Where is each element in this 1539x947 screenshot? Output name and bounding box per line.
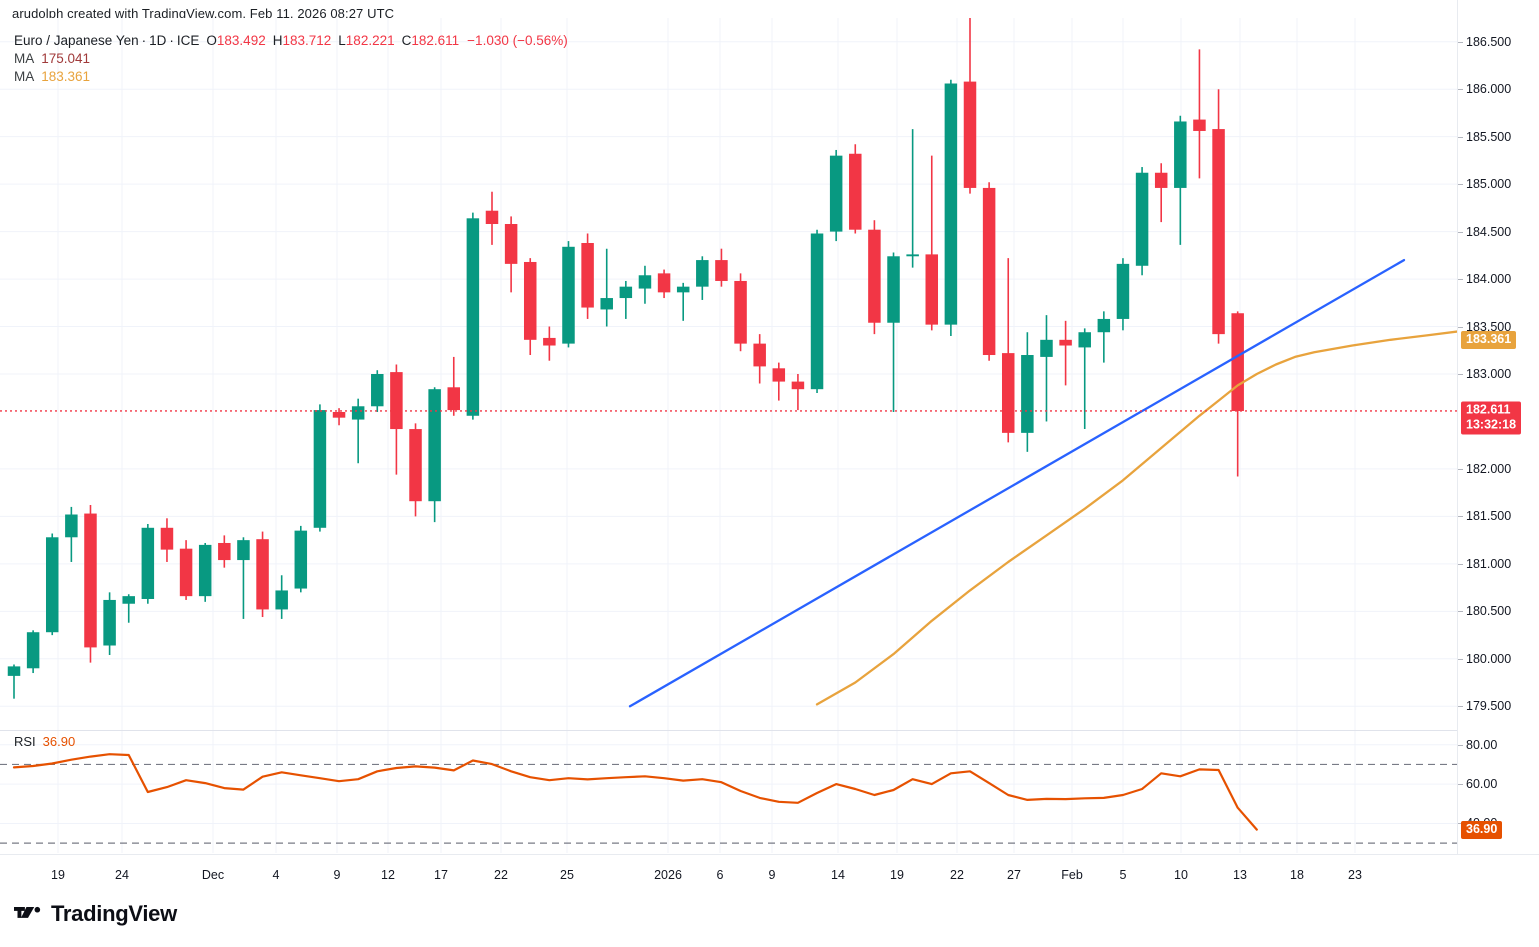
price-scale-tick: 184.500 [1458,225,1511,239]
chart-legend: Euro / Japanese Yen · 1D · ICE O183.492 … [14,32,568,85]
last-price-value: 182.611 [1466,402,1511,417]
price-scale-tick: 184.000 [1458,272,1511,286]
rsi-tick-dash [1458,744,1463,746]
legend-symbol-row: Euro / Japanese Yen · 1D · ICE O183.492 … [14,32,568,49]
rsi-scale-tick: 80.00 [1458,738,1497,752]
time-axis-tick: 24 [115,868,129,882]
price-scale-tick: 186.000 [1458,82,1511,96]
price-scale-tick: 180.500 [1458,604,1511,618]
rsi-chart-pane[interactable] [0,731,1458,853]
legend-interval[interactable]: 1D [149,33,167,48]
price-tick-dash [1458,231,1463,233]
time-axis-tick: 10 [1174,868,1188,882]
rsi-scale-tick: 60.00 [1458,777,1497,791]
legend-sep-1: · [141,33,147,48]
legend-ma2-row: MA 183.361 [14,68,568,85]
last-price-countdown: 13:32:18 [1466,417,1517,432]
price-tick-dash [1458,279,1463,281]
price-tick-dash [1458,658,1463,660]
tradingview-logo-icon [14,906,41,918]
attribution-text: arudolph created with TradingView.com, F… [12,6,395,21]
legend-high: H183.712 [272,33,332,48]
price-tick-dash [1458,374,1463,375]
legend-sep-2: · [169,33,174,48]
legend-ma2-label: MA [14,69,35,84]
price-tick-dash [1458,184,1463,186]
price-scale-tick: 183.000 [1458,367,1511,381]
rsi-legend: RSI 36.90 [14,734,75,749]
price-scale-tick: 186.500 [1458,35,1511,49]
time-axis-tick: 13 [1233,868,1247,882]
time-axis-tick: 23 [1348,868,1362,882]
legend-ma1-label: MA [14,51,35,66]
price-scale-tick: 181.000 [1458,557,1511,571]
price-scale-tick: 185.500 [1458,130,1511,144]
time-axis-tick: 5 [1119,868,1127,882]
time-axis-tick: 14 [831,868,845,882]
rsi-value-badge: 36.90 [1461,820,1503,839]
price-scale[interactable]: 186.500 186.000 185.500 185.000 184.500 184.0… [1457,0,1539,893]
price-tick-dash [1458,41,1463,43]
rsi-chart-svg[interactable] [0,731,1458,853]
price-scale-tick: 182.000 [1458,462,1511,476]
time-axis-tick: 2026 [654,868,682,882]
time-axis-tick: 22 [950,868,964,882]
time-axis-tick: 9 [333,868,341,882]
time-axis-tick: 9 [768,868,776,882]
price-scale-tick: 181.500 [1458,509,1511,523]
tradingview-footer: TradingView [14,901,177,927]
price-tick-dash [1458,563,1463,565]
time-axis-tick: 22 [494,868,508,882]
time-axis-tick: 18 [1290,868,1304,882]
time-axis-tick: 19 [51,868,65,882]
legend-low: L182.221 [338,33,395,48]
price-tick-dash [1458,468,1463,470]
time-axis-tick: 4 [272,868,280,882]
legend-ma1-row: MA 175.041 [14,50,568,67]
rsi-tick-dash [1458,784,1463,786]
price-tick-dash [1458,136,1463,138]
legend-close: C182.611 [401,33,460,48]
tradingview-wordmark: TradingView [51,901,177,926]
rsi-legend-value: 36.90 [42,734,76,749]
time-axis[interactable]: 19 24 Dec 4 9 12 17 22 25 2026 6 9 14 19 22 27 Feb 5 10 13 1… [0,854,1539,893]
price-tick-dash [1458,611,1463,613]
legend-exchange: ICE [176,33,200,48]
legend-open: O183.492 [206,33,266,48]
price-chart-pane[interactable] [0,18,1458,730]
price-chart-svg[interactable] [0,18,1458,730]
time-axis-tick: 27 [1007,868,1021,882]
pane-divider [0,730,1539,731]
price-tick-dash [1458,89,1463,91]
price-scale-tick: 185.000 [1458,177,1511,191]
time-axis-tick: 12 [381,868,395,882]
price-tick-dash [1458,516,1463,518]
price-tick-dash [1458,706,1463,708]
price-tick-dash [1458,326,1463,328]
legend-ma2-value: 183.361 [41,69,91,84]
legend-change: −1.030 (−0.56%) [467,33,568,48]
time-axis-tick: Feb [1061,868,1083,882]
time-axis-tick: 25 [560,868,574,882]
time-axis-tick: 19 [890,868,904,882]
rsi-legend-label: RSI [14,734,36,749]
last-price-badge: 182.611 13:32:18 [1461,401,1522,435]
ma-price-badge: 183.361 [1461,330,1517,349]
price-scale-tick: 179.500 [1458,699,1511,713]
time-axis-tick: 17 [434,868,448,882]
time-axis-tick: 6 [716,868,724,882]
price-scale-tick: 183.500 [1458,320,1511,334]
rsi-tick-dash [1458,823,1463,825]
time-axis-tick: Dec [201,868,225,882]
legend-symbol[interactable]: Euro / Japanese Yen [14,33,139,48]
legend-ma1-value: 175.041 [41,51,91,66]
price-scale-tick: 180.000 [1458,652,1511,666]
